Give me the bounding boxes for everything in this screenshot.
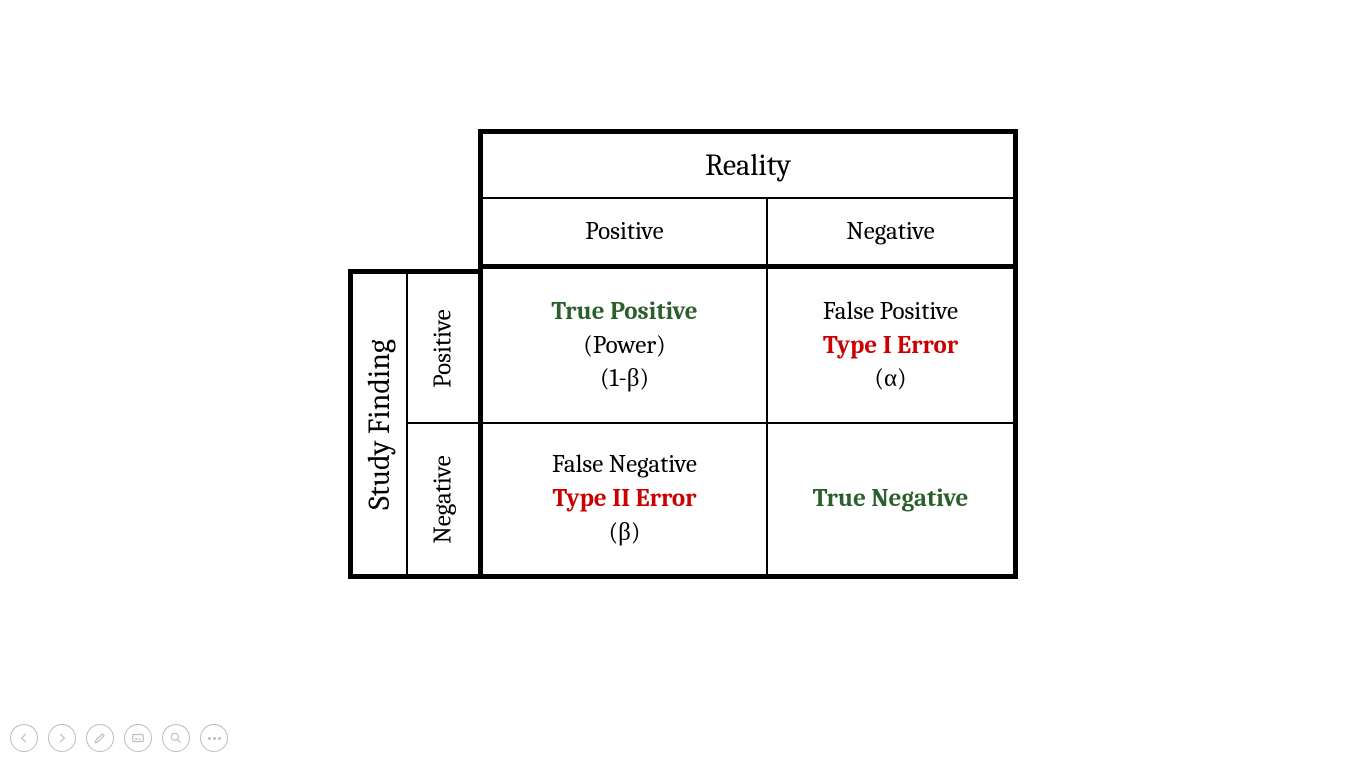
- tp-line1: True Positive: [551, 295, 697, 329]
- more-button[interactable]: [200, 724, 228, 752]
- header-reality: Reality: [478, 129, 1018, 199]
- header-study-finding-label: Study Finding: [362, 339, 397, 510]
- col-header-negative: Negative: [768, 199, 1018, 269]
- presenter-toolbar: [10, 724, 228, 752]
- next-button[interactable]: [48, 724, 76, 752]
- slide-canvas: Reality Positive Negative Study Finding …: [0, 0, 1366, 768]
- row-header-negative: Negative: [408, 424, 478, 579]
- fn-line1: False Negative: [552, 448, 697, 482]
- prev-button[interactable]: [10, 724, 38, 752]
- confusion-matrix: Reality Positive Negative Study Finding …: [348, 129, 1018, 579]
- fp-line1: False Positive: [823, 295, 958, 329]
- fp-line2: Type I Error: [823, 329, 958, 363]
- cell-true-negative: True Negative: [768, 424, 1018, 579]
- fn-line3: (β): [552, 516, 697, 550]
- cell-false-negative-content: False Negative Type II Error (β): [552, 448, 697, 549]
- cell-false-negative: False Negative Type II Error (β): [478, 424, 768, 579]
- row-header-positive: Positive: [408, 269, 478, 424]
- row-header-positive-label: Positive: [429, 309, 458, 387]
- zoom-button[interactable]: [162, 724, 190, 752]
- chevron-left-icon: [17, 731, 31, 745]
- col-header-positive: Positive: [478, 199, 768, 269]
- col-header-positive-label: Positive: [585, 217, 663, 246]
- tp-line2: (Power): [551, 329, 697, 363]
- tp-line3: (1-β): [551, 362, 697, 396]
- pen-icon: [93, 731, 107, 745]
- cell-true-positive-content: True Positive (Power) (1-β): [551, 295, 697, 396]
- fn-line2: Type II Error: [552, 482, 697, 516]
- header-study-finding: Study Finding: [348, 269, 408, 579]
- cell-true-positive: True Positive (Power) (1-β): [478, 269, 768, 424]
- magnifier-icon: [169, 731, 183, 745]
- chevron-right-icon: [55, 731, 69, 745]
- pen-button[interactable]: [86, 724, 114, 752]
- col-header-negative-label: Negative: [846, 217, 934, 246]
- cell-false-positive: False Positive Type I Error (α): [768, 269, 1018, 424]
- subtitles-button[interactable]: [124, 724, 152, 752]
- row-header-negative-label: Negative: [429, 455, 458, 543]
- cell-false-positive-content: False Positive Type I Error (α): [823, 295, 958, 396]
- tn-line1: True Negative: [813, 482, 969, 516]
- header-reality-label: Reality: [705, 148, 791, 183]
- cell-true-negative-content: True Negative: [813, 482, 969, 516]
- subtitles-icon: [131, 731, 145, 745]
- more-icon: [208, 737, 221, 740]
- fp-line3: (α): [823, 362, 958, 396]
